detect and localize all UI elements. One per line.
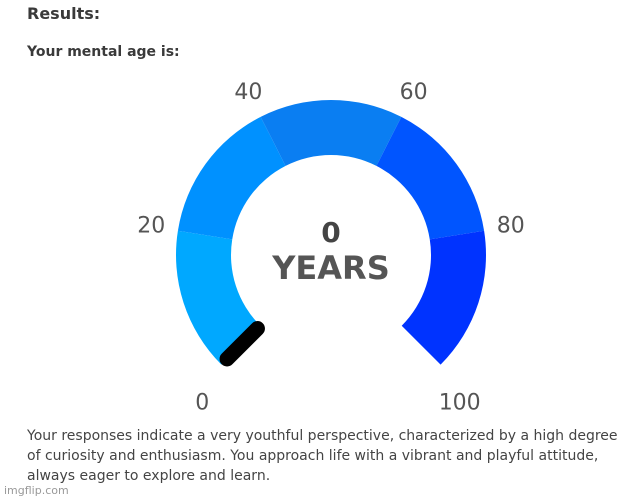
gauge-band bbox=[260, 99, 402, 166]
gauge-needle bbox=[219, 321, 265, 367]
gauge-value: 0 bbox=[321, 216, 340, 249]
tick-label: 0 bbox=[195, 391, 209, 416]
tick-label: 60 bbox=[400, 80, 428, 105]
tick-label: 100 bbox=[439, 391, 481, 416]
gauge: 0 YEARS 0 20 40 60 80 100 bbox=[137, 80, 525, 416]
subheading: Your mental age is: bbox=[27, 44, 180, 60]
gauge-band bbox=[376, 116, 485, 240]
tick-label: 20 bbox=[137, 214, 165, 239]
description: Your responses indicate a very youthful … bbox=[27, 428, 618, 484]
results-heading: Results: bbox=[27, 4, 101, 23]
tick-label: 80 bbox=[497, 214, 525, 239]
gauge-band bbox=[401, 230, 487, 365]
gauge-band bbox=[176, 230, 261, 365]
gauge-unit: YEARS bbox=[271, 249, 389, 287]
gauge-band bbox=[177, 116, 286, 240]
tick-label: 40 bbox=[234, 80, 262, 105]
watermark: imgflip.com bbox=[4, 484, 69, 497]
